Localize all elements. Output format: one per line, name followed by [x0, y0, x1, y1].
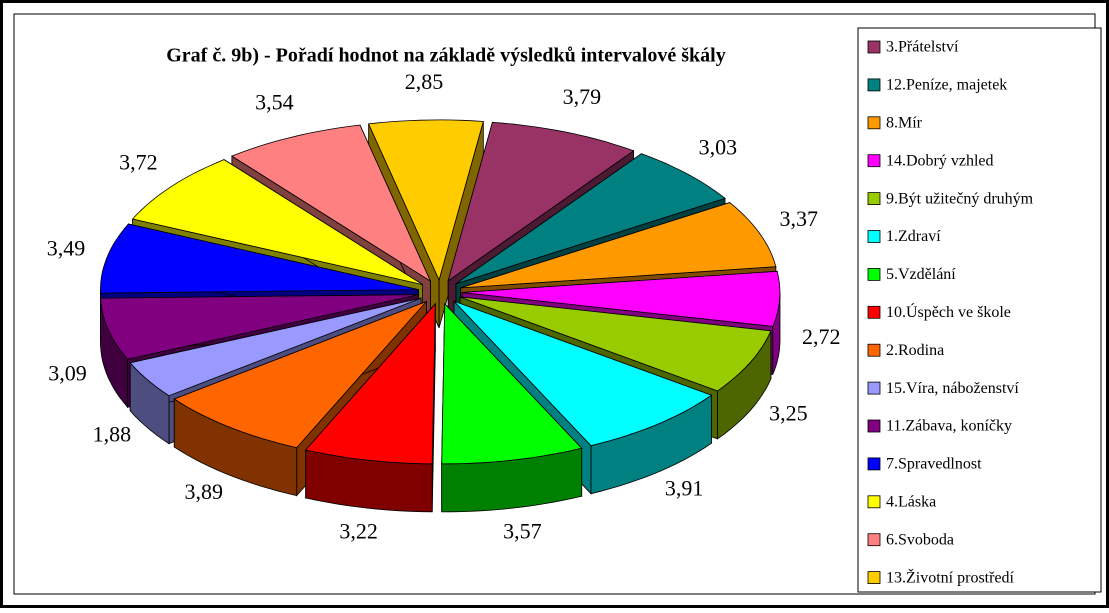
legend-swatch: [868, 268, 880, 280]
data-label: 3,37: [780, 206, 819, 231]
legend-swatch: [868, 496, 880, 508]
data-label: 3,57: [503, 519, 542, 544]
legend-label: 15.Víra, náboženství: [886, 380, 1019, 397]
data-label: 2,72: [802, 324, 841, 349]
legend-swatch: [868, 193, 880, 205]
data-label: 3,91: [665, 475, 704, 500]
data-label: 3,79: [563, 84, 602, 109]
legend-label: 1.Zdraví: [886, 228, 941, 245]
legend-label: 7.Spravedlnost: [886, 456, 982, 473]
data-label: 3,22: [339, 519, 378, 544]
legend-label: 10.Úspěch ve škole: [886, 302, 1011, 321]
legend-label: 2.Rodina: [886, 342, 944, 359]
legend-swatch: [868, 458, 880, 470]
legend-swatch: [868, 117, 880, 129]
legend-swatch: [868, 155, 880, 167]
data-label: 3,49: [47, 236, 86, 261]
data-label: 3,54: [255, 90, 294, 115]
legend-label: 8.Mír: [886, 114, 923, 131]
legend-swatch: [868, 41, 880, 53]
legend-swatch: [868, 306, 880, 318]
data-label: 3,72: [119, 150, 158, 175]
legend-label: 14.Dobrý vzhled: [886, 152, 994, 169]
legend-swatch: [868, 572, 880, 584]
legend-swatch: [868, 420, 880, 432]
legend-label: 12.Peníze, majetek: [886, 77, 1007, 94]
data-label: 3,25: [769, 400, 808, 425]
legend-label: 6.Svoboda: [886, 531, 954, 548]
legend-swatch: [868, 534, 880, 546]
legend-label: 5.Vzdělání: [886, 266, 956, 283]
legend-label: 11.Zábava, koníčky: [886, 418, 1012, 435]
legend-swatch: [868, 382, 880, 394]
legend-swatch: [868, 344, 880, 356]
data-label: 1,88: [93, 422, 132, 447]
data-label: 3,09: [48, 361, 87, 386]
legend-swatch: [868, 231, 880, 243]
data-label: 3,89: [184, 479, 223, 504]
chart-title: Graf č. 9b) - Pořadí hodnot na základě v…: [166, 45, 725, 67]
legend-label: 4.Láska: [886, 493, 936, 510]
legend-label: 3.Přátelství: [886, 39, 959, 56]
legend-swatch: [868, 79, 880, 91]
legend-label: 13.Životní prostředí: [886, 567, 1015, 586]
data-label: 3,03: [699, 134, 738, 159]
data-label: 2,85: [405, 69, 444, 94]
legend-label: 9.Být užitečný druhým: [886, 190, 1034, 207]
